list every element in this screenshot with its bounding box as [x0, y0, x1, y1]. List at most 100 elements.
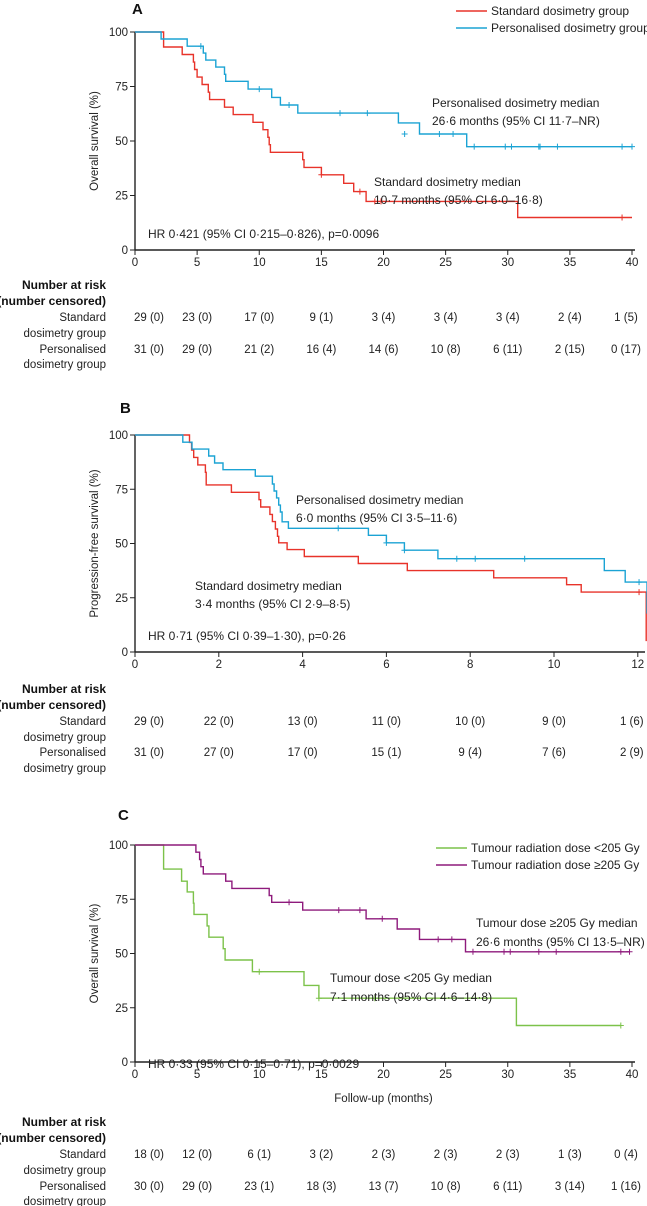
risk-cell: 29 (0) [182, 1181, 212, 1193]
risk-cell: 6 (11) [493, 344, 522, 356]
censor-mark [371, 198, 378, 205]
censor-mark [636, 589, 643, 596]
risk-cell: 10 (8) [431, 1181, 461, 1193]
median-annotation: Standard dosimetry median [195, 579, 342, 593]
risk-cell: 1 (5) [614, 312, 638, 324]
censor-mark [629, 143, 635, 150]
censor-mark [619, 143, 626, 150]
x-tick-label: 10 [253, 1069, 266, 1081]
km-curve-series-0 [135, 844, 621, 1027]
risk-cell: 23 (1) [244, 1181, 274, 1193]
x-tick-label: 8 [467, 659, 473, 671]
x-tick-label: 30 [501, 257, 514, 269]
x-tick-label: 6 [383, 659, 389, 671]
risk-cell: 6 (1) [247, 1149, 271, 1161]
risk-cell: 29 (0) [134, 716, 164, 728]
censor-mark [436, 131, 443, 138]
censor-mark [626, 948, 633, 955]
risk-row-label: Personalised [40, 1181, 106, 1193]
censor-mark [450, 131, 457, 138]
risk-cell: 13 (7) [368, 1181, 398, 1193]
risk-cell: 0 (17) [611, 344, 641, 356]
km-curve-series-0 [135, 434, 647, 642]
censor-mark [617, 948, 624, 955]
risk-cell: 2 (4) [558, 312, 582, 324]
risk-table-header: (number censored) [0, 294, 106, 308]
risk-cell: 3 (14) [555, 1181, 585, 1193]
risk-row-label: Personalised [40, 344, 106, 356]
risk-cell: 17 (0) [288, 747, 318, 759]
legend-label: Standard dosimetry group [491, 4, 629, 18]
panel-label: B [120, 400, 131, 417]
risk-cell: 0 (4) [614, 1149, 638, 1161]
risk-cell: 1 (3) [558, 1149, 582, 1161]
hazard-ratio-text: HR 0·421 (95% CI 0·215–0·826), p=0·0096 [148, 227, 379, 241]
panel-label: C [118, 807, 129, 824]
median-annotation: 3·4 months (95% CI 2·9–8·5) [195, 597, 350, 611]
censor-mark [356, 907, 363, 914]
y-tick-label: 75 [115, 82, 128, 94]
legend-label: Tumour radiation dose <205 Gy [471, 841, 640, 855]
risk-cell: 2 (3) [434, 1149, 458, 1161]
risk-cell: 3 (4) [434, 312, 458, 324]
risk-row-label: Standard [59, 716, 106, 728]
censor-mark [537, 143, 544, 150]
median-annotation: 26·6 months (95% CI 13·5–NR) [476, 935, 645, 949]
x-tick-label: 2 [216, 659, 222, 671]
legend-label: Tumour radiation dose ≥205 Gy [471, 858, 639, 872]
x-tick-label: 40 [626, 257, 639, 269]
risk-table-header: (number censored) [0, 698, 106, 712]
risk-cell: 9 (1) [310, 312, 334, 324]
km-curve-series-1 [135, 31, 632, 148]
censor-mark [337, 110, 344, 117]
median-annotation: Tumour dose <205 Gy median [330, 971, 492, 985]
y-tick-label: 25 [115, 1003, 128, 1015]
risk-cell: 22 (0) [204, 716, 234, 728]
y-axis-label: Progression-free survival (%) [89, 469, 101, 617]
median-annotation: 26·6 months (95% CI 11·7–NR) [432, 114, 600, 128]
censor-mark [508, 143, 515, 150]
risk-cell: 2 (3) [496, 1149, 520, 1161]
x-tick-label: 10 [253, 257, 266, 269]
censor-mark [507, 948, 514, 955]
censor-mark [401, 547, 408, 554]
y-tick-label: 100 [109, 840, 128, 852]
censor-mark [535, 948, 542, 955]
median-annotation: Tumour dose ≥205 Gy median [476, 916, 638, 930]
risk-row-label: dosimetry group [24, 763, 106, 775]
y-tick-label: 50 [115, 136, 128, 148]
censor-mark [378, 198, 385, 205]
x-tick-label: 40 [626, 1069, 639, 1081]
censor-mark [554, 143, 561, 150]
censor-mark [448, 936, 455, 943]
risk-cell: 1 (16) [611, 1181, 641, 1193]
x-tick-label: 25 [439, 257, 452, 269]
panel-c: C 0 25 50 75 100 0 5 10 15 20 25 30 35 40 Overall survi… [0, 807, 645, 1206]
censor-mark [197, 43, 204, 50]
x-tick-label: 4 [299, 659, 306, 671]
y-tick-label: 100 [109, 27, 128, 39]
x-tick-label: 35 [563, 1069, 576, 1081]
risk-cell: 2 (3) [372, 1149, 396, 1161]
risk-row-label: dosimetry group [24, 1165, 106, 1177]
panel-label: A [132, 1, 143, 18]
y-tick-label: 75 [115, 484, 128, 496]
y-tick-label: 0 [122, 245, 128, 257]
risk-cell: 16 (4) [306, 344, 336, 356]
x-tick-label: 12 [631, 659, 644, 671]
risk-cell: 3 (2) [310, 1149, 334, 1161]
risk-cell: 13 (0) [288, 716, 318, 728]
y-tick-label: 50 [115, 949, 128, 961]
censor-mark [371, 995, 378, 1002]
risk-cell: 18 (0) [134, 1149, 164, 1161]
median-annotation: 7·1 months (95% CI 4·6–14·8) [330, 990, 492, 1004]
censor-mark [364, 110, 371, 117]
y-tick-label: 100 [109, 430, 128, 442]
risk-cell: 29 (0) [182, 344, 212, 356]
x-tick-label: 30 [501, 1069, 514, 1081]
risk-table-header: (number censored) [0, 1131, 106, 1145]
censor-mark [335, 525, 342, 532]
censor-mark [256, 86, 263, 93]
hazard-ratio-text: HR 0·33 (95% CI 0·15–0·71), p=0·0029 [148, 1057, 359, 1071]
